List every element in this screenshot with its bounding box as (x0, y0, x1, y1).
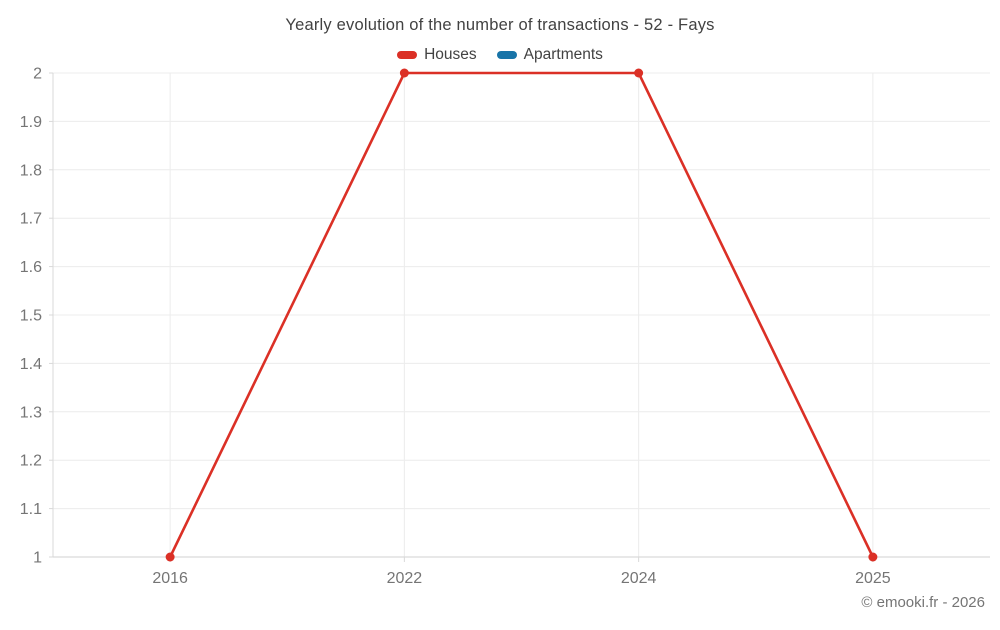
y-tick-label: 1.6 (20, 259, 42, 276)
y-tick-label: 1.8 (20, 162, 42, 179)
houses-point-2022[interactable] (399, 68, 409, 78)
y-tick-label: 1.4 (20, 356, 42, 373)
y-tick-label: 1.2 (20, 453, 42, 470)
legend: Houses Apartments (0, 46, 1000, 64)
y-tick-label: 1.1 (20, 501, 42, 518)
y-tick-label: 1 (33, 550, 42, 567)
chart-title: Yearly evolution of the number of transa… (285, 16, 715, 34)
legend-item-apartments[interactable]: Apartments (496, 46, 603, 64)
x-tick-label: 2022 (387, 570, 423, 587)
legend-label: Houses (424, 46, 477, 63)
y-tick-label: 1.7 (20, 211, 42, 228)
x-tick-label: 2024 (621, 570, 657, 587)
x-tick-label: 2016 (152, 570, 188, 587)
houses-point-2024[interactable] (634, 68, 644, 78)
x-tick-label: 2025 (855, 570, 891, 587)
legend-label: Apartments (523, 46, 603, 63)
houses-point-2016[interactable] (165, 552, 175, 562)
y-tick-label: 1.5 (20, 308, 42, 325)
y-tick-label: 1.9 (20, 114, 42, 131)
houses-point-2025[interactable] (868, 552, 878, 562)
legend-swatch-houses (397, 51, 418, 59)
footer-credit: © emooki.fr - 2026 (861, 594, 985, 611)
houses-line (168, 71, 875, 559)
y-tick-label: 1.3 (20, 404, 42, 421)
y-tick-label: 2 (33, 66, 42, 83)
legend-item-houses[interactable]: Houses (397, 46, 477, 64)
legend-swatch-apartments (496, 51, 517, 59)
